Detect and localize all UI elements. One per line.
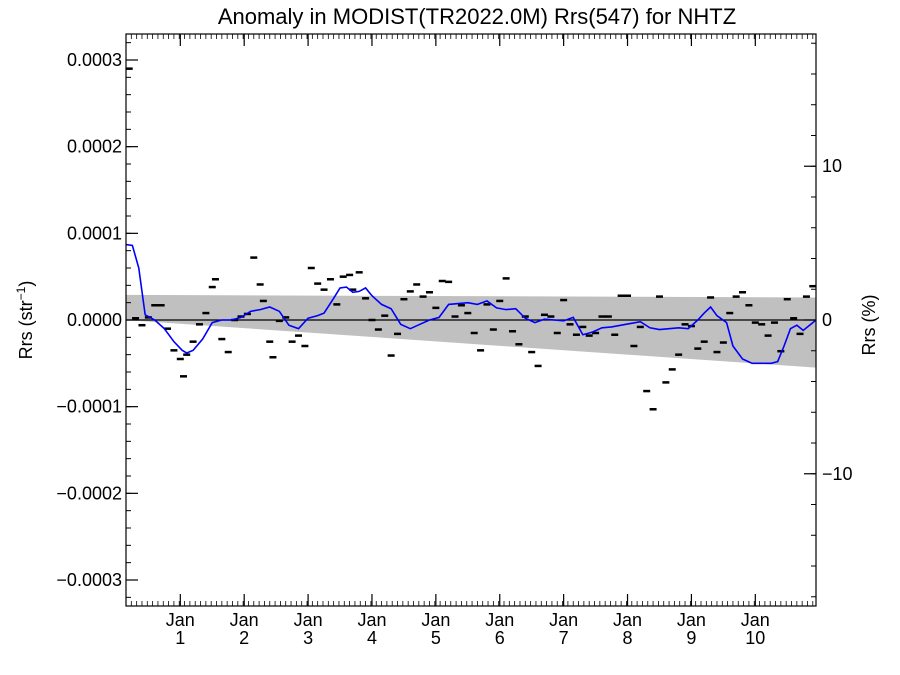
uncertainty-band [126, 294, 816, 368]
x-tick-month: Jan [549, 610, 578, 630]
x-tick-year: 3 [303, 628, 313, 648]
plot-area [125, 33, 817, 607]
y-right-tick-label: 0 [822, 310, 832, 330]
y-axis-left-label: Rrs (str−1) [14, 281, 36, 360]
y-tick-label: −0.0001 [56, 397, 122, 417]
x-tick-month: Jan [294, 610, 323, 630]
x-tick-month: Jan [741, 610, 770, 630]
x-tick-year: 4 [367, 628, 377, 648]
y-axis-left-ticks: 0.0003 0.0002 0.0001 0.0000 −0.0001 −0.0002 −0… [56, 50, 138, 590]
y-tick-label: −0.0002 [56, 483, 122, 503]
y-tick-label: 0.0002 [67, 137, 122, 157]
chart-title: Anomaly in MODIST(TR2022.0M) Rrs(547) fo… [218, 4, 736, 29]
y-tick-label: 0.0001 [67, 223, 122, 243]
x-tick-year: 8 [623, 628, 633, 648]
x-tick-month: Jan [230, 610, 259, 630]
y-right-tick-label: 10 [822, 156, 842, 176]
x-tick-month: Jan [166, 610, 195, 630]
y-axis-right-label: Rrs (%) [859, 295, 879, 356]
x-tick-year: 2 [239, 628, 249, 648]
x-tick-year: 10 [745, 628, 765, 648]
x-tick-month: Jan [613, 610, 642, 630]
x-tick-year: 1 [175, 628, 185, 648]
x-tick-month: Jan [485, 610, 514, 630]
x-tick-month: Jan [421, 610, 450, 630]
y-tick-label: 0.0000 [67, 310, 122, 330]
data-points [125, 67, 817, 411]
y-tick-label: −0.0003 [56, 570, 122, 590]
minor-ticks [125, 34, 816, 606]
x-tick-month: Jan [677, 610, 706, 630]
x-tick-month: Jan [357, 610, 386, 630]
x-tick-year: 6 [495, 628, 505, 648]
x-tick-year: 9 [686, 628, 696, 648]
smoothed-anomaly-line [125, 243, 817, 365]
x-tick-year: 5 [431, 628, 441, 648]
y-tick-label: 0.0003 [67, 50, 122, 70]
y-right-tick-label: −10 [822, 464, 853, 484]
x-axis-ticks: Jan1Jan2Jan3Jan4Jan5Jan6Jan7Jan8Jan9Jan1… [166, 34, 770, 648]
x-tick-year: 7 [559, 628, 569, 648]
